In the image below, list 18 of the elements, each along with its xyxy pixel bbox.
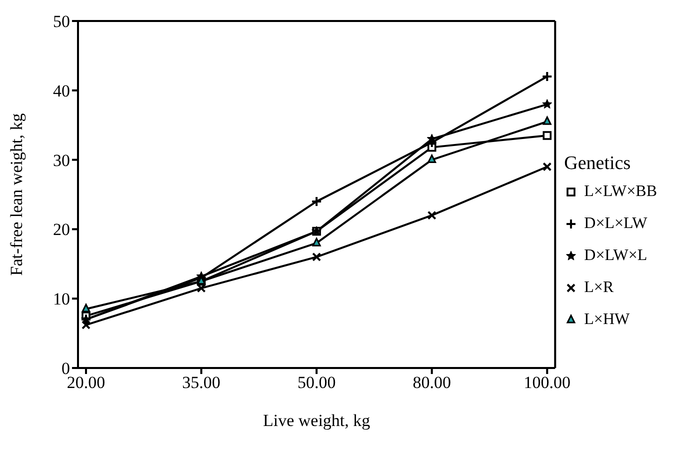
y-axis-title: Fat-free lean weight, kg: [7, 112, 26, 276]
y-tick-label: 30: [53, 150, 70, 170]
legend-title: Genetics: [564, 153, 632, 175]
x-tick-label: 20.00: [66, 373, 106, 392]
x-tick-label: 80.00: [412, 373, 451, 392]
x-tick-label: 35.00: [182, 373, 220, 392]
legend-label: L×HW: [584, 311, 630, 329]
x-tick-label: 100.00: [524, 373, 571, 392]
x-tick-label: 50.00: [297, 373, 336, 392]
x-axis-title: Live weight, kg: [262, 411, 371, 430]
legend-label: D×LW×L: [584, 247, 648, 265]
y-tick-label: 40: [53, 81, 70, 100]
y-tick-label: 10: [53, 290, 70, 309]
legend-label: D×L×LW: [584, 215, 648, 233]
y-tick-label: 50: [53, 12, 70, 32]
y-tick-label: 20: [53, 220, 70, 240]
legend-label: L×R: [584, 279, 614, 297]
legend-label: L×LW×BB: [584, 183, 657, 201]
